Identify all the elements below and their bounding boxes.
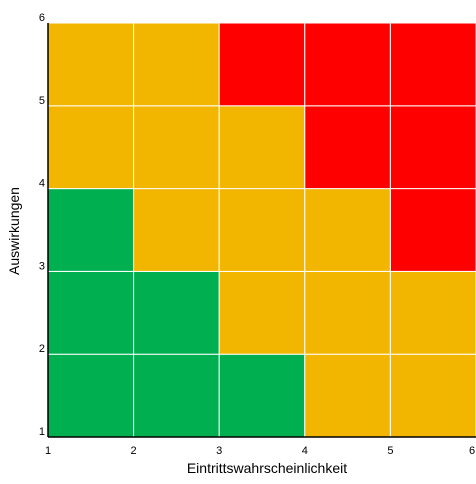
matrix-cell-r5-c4-red	[304, 22, 391, 107]
x-tick-label: 6	[469, 445, 475, 457]
matrix-cell-r3-c5-red	[389, 188, 476, 272]
matrix-cell-r5-c3-red	[218, 22, 306, 107]
matrix-cell-r4-c4-red	[304, 105, 391, 190]
x-axis-ticks: 1 2 3 4 5 6	[45, 445, 475, 457]
y-axis-title: Auswirkungen	[6, 187, 22, 275]
x-tick-label: 3	[216, 445, 222, 457]
matrix-cell-r2-c4-amber	[304, 270, 391, 355]
matrix-cell-r2-c5-amber	[389, 270, 476, 355]
y-tick-label: 5	[39, 95, 45, 107]
matrix-cell-r5-c1-amber	[47, 22, 135, 107]
y-tick-label: 6	[39, 12, 45, 24]
matrix-cell-r3-c4-amber	[304, 188, 391, 272]
y-tick-label: 1	[39, 426, 45, 438]
x-tick-label: 4	[302, 445, 308, 457]
matrix-cell-r3-c2-amber	[133, 188, 220, 272]
matrix-cell-r2-c1-green	[47, 270, 135, 355]
matrix-cell-r5-c2-amber	[133, 22, 220, 107]
matrix-cell-r1-c4-amber	[304, 353, 391, 438]
axes	[47, 23, 476, 438]
matrix-cell-r3-c3-amber	[218, 188, 306, 272]
matrix-cell-r4-c1-amber	[47, 105, 135, 190]
matrix-cell-r1-c3-green	[218, 353, 306, 438]
x-tick-label: 1	[45, 445, 51, 457]
matrix-cells	[47, 22, 476, 438]
x-tick-label: 5	[387, 445, 393, 457]
matrix-cell-r1-c1-green	[47, 353, 135, 438]
y-axis-ticks: 1 2 3 4 5 6	[39, 12, 45, 438]
matrix-cell-r4-c2-amber	[133, 105, 220, 190]
matrix-cell-r4-c5-red	[389, 105, 476, 190]
matrix-cell-r1-c5-amber	[389, 353, 476, 438]
y-tick-label: 3	[39, 260, 45, 272]
y-tick-label: 4	[39, 178, 45, 190]
matrix-cell-r3-c1-green	[47, 188, 135, 272]
x-tick-label: 2	[131, 445, 137, 457]
matrix-cell-r2-c3-amber	[218, 270, 306, 355]
y-tick-label: 2	[39, 343, 45, 355]
x-axis-title: Eintrittswahrscheinlichkeit	[187, 460, 347, 476]
matrix-cell-r1-c2-green	[133, 353, 220, 438]
matrix-cell-r4-c3-amber	[218, 105, 306, 190]
matrix-cell-r2-c2-green	[133, 270, 220, 355]
matrix-cell-r5-c5-red	[389, 22, 476, 107]
